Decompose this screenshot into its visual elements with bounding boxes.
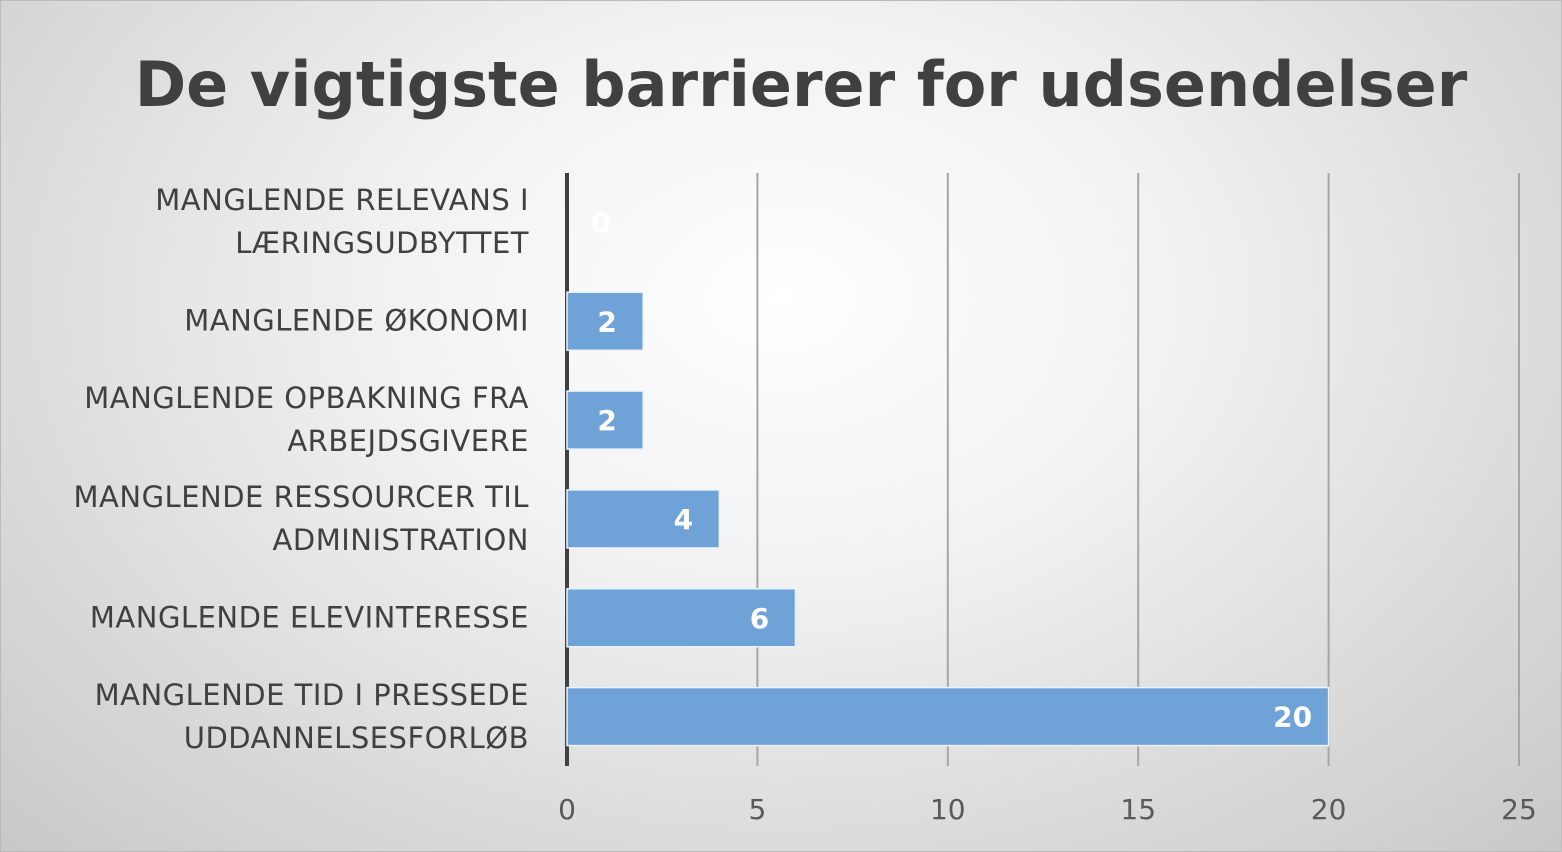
x-tick-label: 0 bbox=[558, 793, 576, 826]
data-label: 2 bbox=[597, 404, 616, 437]
bar bbox=[566, 390, 644, 450]
y-tick-label: MANGLENDE ELEVINTERESSE bbox=[89, 600, 529, 635]
x-tick-label: 10 bbox=[930, 793, 966, 826]
y-tick-label: MANGLENDE RELEVANS I LÆRINGSUDBYTTET bbox=[155, 183, 529, 261]
x-tick-label: 15 bbox=[1120, 793, 1156, 826]
y-tick-label: MANGLENDE RESSOURCER TIL ADMINISTRATION bbox=[73, 479, 529, 557]
bar bbox=[566, 686, 1330, 747]
y-tick-label: MANGLENDE TID I PRESSEDE UDDANNELSESFORL… bbox=[94, 677, 529, 755]
data-label: 2 bbox=[597, 305, 616, 338]
bar bbox=[566, 489, 721, 549]
data-label: 0 bbox=[591, 206, 610, 239]
bar bbox=[566, 291, 644, 351]
data-label: 6 bbox=[750, 602, 769, 635]
x-tick-label: 20 bbox=[1311, 793, 1347, 826]
bar bbox=[566, 588, 797, 648]
data-label: 4 bbox=[674, 503, 693, 536]
x-tick-label: 25 bbox=[1501, 793, 1537, 826]
y-tick-label: MANGLENDE ØKONOMI bbox=[184, 303, 529, 338]
y-tick-label: MANGLENDE OPBAKNING FRA ARBEJDSGIVERE bbox=[84, 381, 529, 459]
x-tick-label: 5 bbox=[748, 793, 766, 826]
chart-title: De vigtigste barrierer for udsendelser bbox=[135, 48, 1468, 121]
data-label: 20 bbox=[1273, 701, 1312, 734]
